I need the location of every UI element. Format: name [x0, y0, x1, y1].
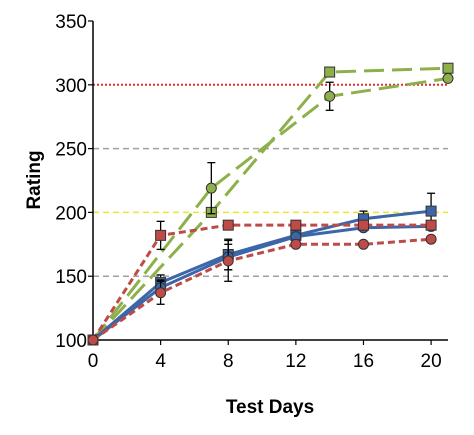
series-5: [87, 233, 437, 346]
data-point-circle: [357, 238, 369, 250]
y-tick-label: 150: [55, 267, 87, 288]
y-tick-label: 200: [55, 203, 87, 224]
y-tick-label: 300: [55, 76, 87, 97]
data-point-circle: [425, 233, 437, 245]
series-group: [87, 62, 454, 346]
x-tick-label: 4: [155, 351, 166, 372]
data-point-circle: [222, 255, 234, 267]
data-point-circle: [87, 334, 99, 346]
data-point-square: [425, 219, 437, 231]
x-axis-title: Test Days: [226, 397, 314, 418]
x-tick-label: 12: [285, 351, 306, 372]
x-tick-label: 0: [88, 351, 99, 372]
x-tick-label: 16: [353, 351, 374, 372]
data-point-circle: [324, 90, 336, 102]
data-point-circle: [155, 287, 167, 299]
series-3: [87, 220, 437, 346]
series-4: [87, 219, 437, 346]
y-axis-title: Rating: [24, 150, 45, 209]
x-tick-label: 8: [223, 351, 234, 372]
y-tick-label: 350: [55, 12, 87, 33]
series-line: [91, 76, 449, 341]
x-tick-label: 20: [421, 351, 442, 372]
series-line: [92, 224, 432, 342]
x-axis: 0 4 8 12 16 20: [88, 339, 448, 372]
series-line: [92, 209, 432, 342]
data-point-square: [290, 219, 302, 231]
data-point-square: [324, 66, 336, 78]
data-point-square: [442, 62, 454, 74]
y-tick-label: 100: [55, 331, 87, 352]
y-tick-label: 250: [55, 140, 87, 161]
series-line: [91, 223, 432, 341]
data-point-square: [357, 219, 369, 231]
data-point-square: [155, 229, 167, 241]
data-point-circle: [442, 72, 454, 84]
reference-lines: [93, 83, 448, 277]
data-point-square: [222, 219, 234, 231]
data-point-circle: [205, 182, 217, 194]
series-2: [87, 192, 437, 346]
y-axis: 100 150 200 250 300 350: [55, 12, 94, 352]
data-point-circle: [290, 238, 302, 250]
data-point-square: [425, 205, 437, 217]
series-line: [92, 237, 432, 342]
